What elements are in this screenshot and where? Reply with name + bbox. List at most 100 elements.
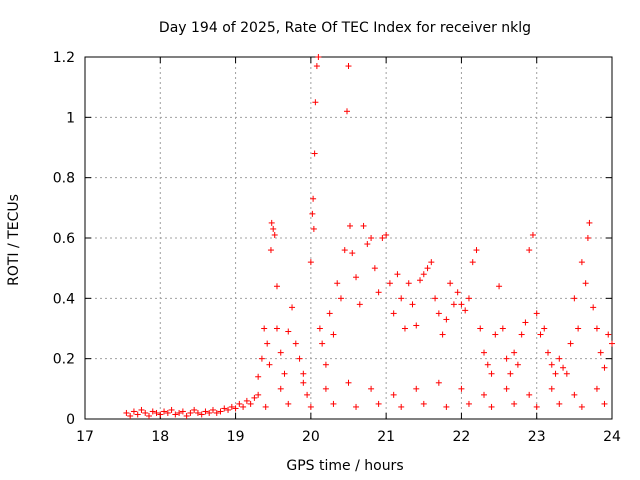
data-point xyxy=(556,355,563,362)
data-point xyxy=(168,406,175,413)
data-point xyxy=(571,295,578,302)
data-point xyxy=(271,231,278,238)
data-point xyxy=(386,280,393,287)
x-axis-label: GPS time / hours xyxy=(286,458,403,474)
data-point xyxy=(575,325,582,332)
data-point xyxy=(526,391,533,398)
data-point xyxy=(398,403,405,410)
data-point xyxy=(123,409,130,416)
data-point xyxy=(409,301,416,308)
data-point xyxy=(316,325,323,332)
data-point xyxy=(375,400,382,407)
data-point xyxy=(454,289,461,296)
data-point xyxy=(209,406,216,413)
data-point xyxy=(432,295,439,302)
y-tick-label: 0.4 xyxy=(53,291,75,307)
data-point xyxy=(349,250,356,257)
data-point xyxy=(326,310,333,317)
data-point xyxy=(322,361,329,368)
data-point xyxy=(341,247,348,254)
data-point xyxy=(605,331,612,338)
data-point xyxy=(435,310,442,317)
data-point xyxy=(261,325,268,332)
data-point xyxy=(511,349,518,356)
y-tick-labels: 0 0.2 0.4 0.6 0.8 1 1.2 xyxy=(53,50,75,428)
data-point xyxy=(273,325,280,332)
data-point xyxy=(310,225,317,232)
y-tick-label: 0 xyxy=(66,412,75,428)
data-point xyxy=(176,409,183,416)
data-point xyxy=(439,331,446,338)
data-point xyxy=(593,325,600,332)
data-point xyxy=(202,408,209,415)
chart-title: Day 194 of 2025, Rate Of TEC Index for r… xyxy=(159,20,531,36)
data-point xyxy=(481,391,488,398)
data-point xyxy=(435,379,442,386)
data-point xyxy=(343,108,350,115)
data-point xyxy=(322,385,329,392)
data-point xyxy=(420,400,427,407)
data-point xyxy=(304,391,311,398)
data-point xyxy=(353,274,360,281)
data-point xyxy=(556,400,563,407)
data-point xyxy=(191,406,198,413)
x-tick-label: 19 xyxy=(227,429,245,445)
data-point xyxy=(356,301,363,308)
data-point xyxy=(292,340,299,347)
data-point xyxy=(310,195,317,202)
data-point xyxy=(179,408,186,415)
data-point xyxy=(458,301,465,308)
data-point xyxy=(405,280,412,287)
data-point xyxy=(319,340,326,347)
data-point xyxy=(347,222,354,229)
data-point xyxy=(401,325,408,332)
data-point xyxy=(488,403,495,410)
data-point xyxy=(225,406,232,413)
data-point xyxy=(548,361,555,368)
y-tick-label: 0.6 xyxy=(53,231,75,247)
grid xyxy=(85,57,612,419)
data-point xyxy=(394,271,401,278)
data-point xyxy=(266,361,273,368)
data-point xyxy=(130,408,137,415)
data-point xyxy=(273,283,280,290)
data-point xyxy=(364,241,371,248)
data-point xyxy=(309,210,316,217)
data-point xyxy=(590,304,597,311)
y-tick-label: 0.2 xyxy=(53,352,75,368)
data-point xyxy=(262,403,269,410)
x-tick-labels: 17 18 19 20 21 22 23 24 xyxy=(76,429,621,445)
data-points xyxy=(123,54,615,419)
data-point xyxy=(145,412,152,419)
data-point xyxy=(251,394,258,401)
data-point xyxy=(240,403,247,410)
data-point xyxy=(161,408,168,415)
data-point xyxy=(514,361,521,368)
data-point xyxy=(541,325,548,332)
data-point xyxy=(330,400,337,407)
data-point xyxy=(586,219,593,226)
data-point xyxy=(529,231,536,238)
data-point xyxy=(417,277,424,284)
data-point xyxy=(465,400,472,407)
data-point xyxy=(360,222,367,229)
data-point xyxy=(300,379,307,386)
data-point xyxy=(522,319,529,326)
data-point xyxy=(584,235,591,241)
x-tick-label: 17 xyxy=(76,429,94,445)
data-point xyxy=(420,271,427,278)
data-point xyxy=(511,400,518,407)
data-point xyxy=(221,405,228,412)
data-point xyxy=(345,379,352,386)
data-point xyxy=(285,400,292,407)
data-point xyxy=(481,349,488,356)
data-point xyxy=(571,391,578,398)
data-point xyxy=(243,397,250,404)
data-point xyxy=(567,340,574,347)
data-point xyxy=(548,385,555,392)
data-point xyxy=(213,409,220,416)
data-point xyxy=(593,385,600,392)
data-point xyxy=(578,259,585,266)
data-point xyxy=(469,259,476,266)
data-point xyxy=(371,265,378,272)
